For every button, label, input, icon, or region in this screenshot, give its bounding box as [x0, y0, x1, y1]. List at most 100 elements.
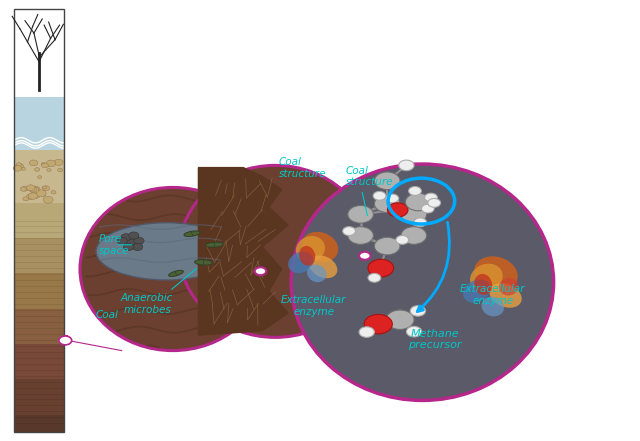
Bar	[14, 238, 64, 273]
Ellipse shape	[288, 252, 314, 273]
Text: Anaerobic
microbes: Anaerobic microbes	[121, 293, 173, 315]
Circle shape	[45, 84, 65, 97]
Ellipse shape	[307, 265, 326, 282]
Circle shape	[29, 187, 36, 192]
Bar	[14, 0, 64, 97]
Circle shape	[126, 239, 136, 246]
Ellipse shape	[96, 223, 237, 280]
Circle shape	[405, 193, 431, 211]
Bar	[14, 9, 64, 432]
Circle shape	[41, 193, 45, 196]
Circle shape	[399, 160, 414, 171]
Circle shape	[364, 314, 392, 334]
Text: Pore
space: Pore space	[99, 234, 130, 255]
Circle shape	[359, 252, 371, 260]
Circle shape	[33, 194, 40, 198]
Circle shape	[22, 186, 29, 191]
Circle shape	[54, 159, 63, 165]
Circle shape	[16, 163, 22, 166]
Circle shape	[414, 218, 427, 227]
Circle shape	[35, 168, 40, 171]
Circle shape	[29, 187, 39, 193]
Bar	[14, 203, 64, 238]
Circle shape	[406, 326, 422, 337]
Circle shape	[21, 167, 26, 170]
Text: Extracellular
enzyme: Extracellular enzyme	[281, 295, 346, 317]
Bar	[14, 97, 64, 150]
Ellipse shape	[299, 246, 316, 265]
Circle shape	[134, 237, 144, 244]
Circle shape	[129, 232, 139, 239]
Ellipse shape	[80, 187, 266, 351]
Circle shape	[23, 197, 29, 201]
Circle shape	[401, 206, 427, 223]
Ellipse shape	[291, 164, 554, 400]
Ellipse shape	[470, 264, 503, 292]
Circle shape	[20, 187, 26, 191]
Circle shape	[46, 160, 56, 167]
Polygon shape	[198, 168, 288, 335]
Circle shape	[373, 191, 386, 200]
Text: Coal: Coal	[96, 310, 119, 320]
Bar	[14, 415, 64, 432]
Circle shape	[58, 168, 63, 172]
Circle shape	[342, 227, 355, 235]
Circle shape	[396, 235, 409, 244]
Circle shape	[428, 198, 440, 207]
Ellipse shape	[296, 236, 325, 262]
Circle shape	[368, 273, 381, 282]
Circle shape	[374, 195, 400, 213]
Circle shape	[38, 176, 42, 179]
Circle shape	[117, 237, 127, 244]
Circle shape	[42, 192, 46, 195]
Bar	[14, 150, 64, 203]
Ellipse shape	[205, 242, 223, 247]
Ellipse shape	[195, 260, 212, 265]
Circle shape	[16, 164, 24, 169]
Circle shape	[28, 193, 38, 199]
Circle shape	[132, 243, 143, 250]
Circle shape	[59, 336, 72, 345]
Circle shape	[348, 206, 373, 223]
Ellipse shape	[481, 297, 504, 316]
Ellipse shape	[179, 165, 371, 337]
Bar	[14, 379, 64, 415]
Circle shape	[359, 327, 374, 337]
Ellipse shape	[474, 274, 492, 295]
Circle shape	[121, 234, 131, 241]
Circle shape	[47, 168, 51, 172]
Circle shape	[29, 160, 38, 166]
Circle shape	[386, 310, 414, 329]
Ellipse shape	[463, 280, 491, 303]
Circle shape	[368, 259, 394, 277]
Ellipse shape	[309, 255, 337, 278]
Text: Methane
precursor: Methane precursor	[408, 329, 462, 350]
Circle shape	[386, 194, 399, 203]
Circle shape	[11, 84, 29, 97]
Circle shape	[41, 163, 45, 165]
Bar	[14, 273, 64, 309]
Text: Coal
structure: Coal structure	[346, 166, 393, 187]
Circle shape	[51, 191, 56, 194]
Circle shape	[42, 186, 47, 189]
Ellipse shape	[474, 256, 518, 291]
Circle shape	[348, 227, 373, 244]
Ellipse shape	[168, 270, 184, 277]
Circle shape	[255, 267, 266, 275]
Circle shape	[43, 196, 53, 203]
Bar	[14, 344, 64, 379]
Circle shape	[421, 204, 434, 213]
Circle shape	[32, 187, 40, 192]
Ellipse shape	[499, 278, 518, 295]
Circle shape	[42, 163, 49, 168]
Circle shape	[18, 80, 41, 96]
Ellipse shape	[184, 231, 200, 236]
Text: Coal
structure: Coal structure	[278, 157, 326, 179]
Circle shape	[13, 165, 22, 171]
Circle shape	[33, 78, 58, 96]
Circle shape	[408, 187, 421, 195]
Circle shape	[124, 243, 134, 250]
Text: Extracellular
enzyme: Extracellular enzyme	[460, 284, 525, 306]
Circle shape	[424, 193, 437, 202]
Circle shape	[36, 190, 46, 197]
